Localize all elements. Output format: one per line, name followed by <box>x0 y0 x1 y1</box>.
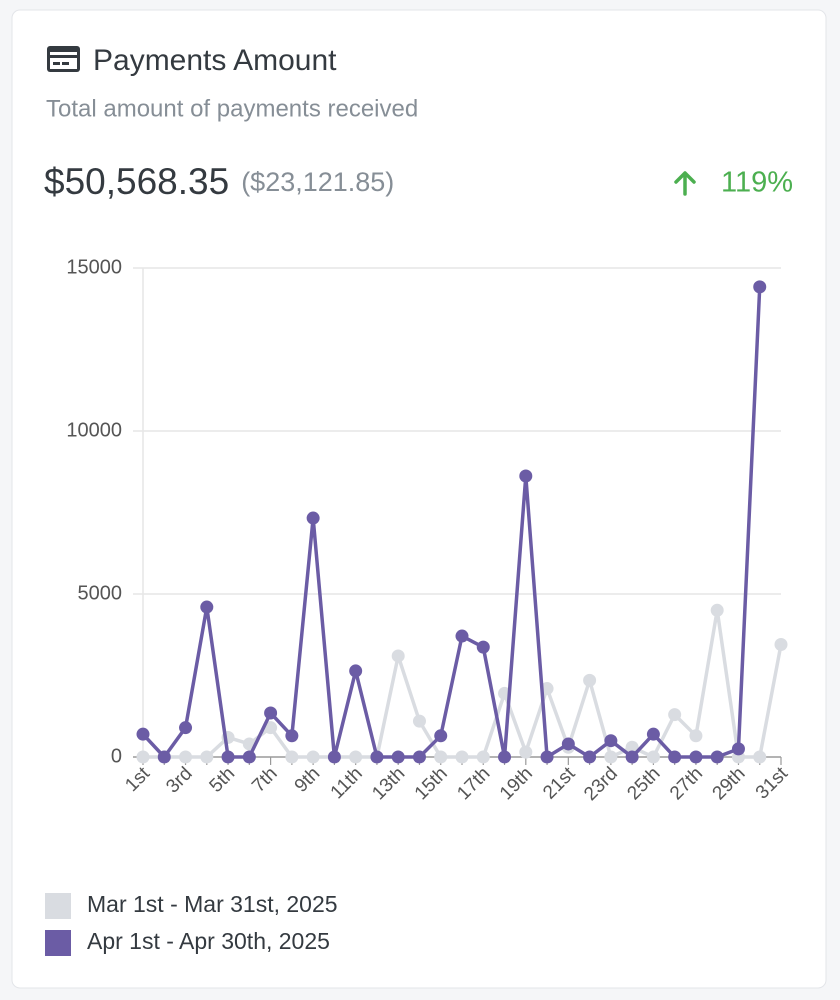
data-point <box>306 511 320 525</box>
card-title: Payments Amount <box>93 44 337 77</box>
change-arrow <box>674 171 696 196</box>
data-point <box>710 750 724 764</box>
data-point <box>625 740 639 754</box>
card-subtitle: Total amount of payments received <box>46 95 418 122</box>
data-point <box>349 664 363 678</box>
data-point <box>583 750 597 764</box>
y-tick-label: 15000 <box>66 256 122 278</box>
legend: Mar 1st - Mar 31st, 2025 Apr 1st - Apr 30… <box>45 891 338 956</box>
data-point <box>264 706 278 720</box>
data-point <box>731 742 745 756</box>
y-tick-label: 10000 <box>66 419 122 441</box>
data-point <box>327 750 341 764</box>
previous-total: ($23,121.85) <box>241 167 394 197</box>
data-point <box>540 750 554 764</box>
data-point <box>370 750 384 764</box>
total-amount: $50,568.35 ($23,121.85) <box>44 161 394 202</box>
data-point <box>349 750 363 764</box>
card-icon <box>47 46 80 72</box>
data-point <box>391 750 405 764</box>
legend-swatch <box>45 893 71 919</box>
data-point <box>689 729 703 743</box>
data-point <box>646 750 660 764</box>
legend-label: Mar 1st - Mar 31st, 2025 <box>87 891 338 917</box>
data-point <box>200 750 214 764</box>
data-point <box>391 649 405 663</box>
data-point <box>157 750 171 764</box>
y-tick-label: 0 <box>111 745 122 767</box>
data-point <box>625 750 639 764</box>
data-point <box>412 714 426 728</box>
data-point <box>412 750 426 764</box>
data-point <box>498 750 512 764</box>
data-point <box>519 745 533 759</box>
data-point <box>285 750 299 764</box>
data-point <box>476 640 490 654</box>
y-tick-label: 5000 <box>78 582 123 604</box>
data-point <box>753 280 767 294</box>
change-percent: 119% <box>721 167 793 199</box>
data-point <box>264 721 278 735</box>
data-point <box>306 750 320 764</box>
data-point <box>285 729 299 743</box>
data-point <box>179 750 193 764</box>
data-point <box>455 629 469 643</box>
data-point <box>604 734 618 748</box>
data-point <box>668 750 682 764</box>
card <box>11 9 827 989</box>
data-point <box>434 750 448 764</box>
data-point <box>455 750 469 764</box>
data-point <box>689 750 703 764</box>
data-point <box>200 600 214 614</box>
data-point <box>646 727 660 741</box>
data-point <box>583 673 597 687</box>
data-point <box>561 737 575 751</box>
legend-label: Apr 1st - Apr 30th, 2025 <box>87 928 330 954</box>
data-point <box>136 750 150 764</box>
data-point <box>774 638 788 652</box>
data-point <box>136 727 150 741</box>
data-point <box>710 603 724 617</box>
data-point <box>434 729 448 743</box>
legend-swatch <box>45 930 71 956</box>
data-point <box>476 750 490 764</box>
data-point <box>753 750 767 764</box>
data-point <box>668 708 682 722</box>
total: $50,568.35 <box>44 161 229 202</box>
data-point <box>604 750 618 764</box>
data-point <box>242 750 256 764</box>
data-point <box>221 750 235 764</box>
data-point <box>519 469 533 483</box>
data-point <box>179 721 193 735</box>
